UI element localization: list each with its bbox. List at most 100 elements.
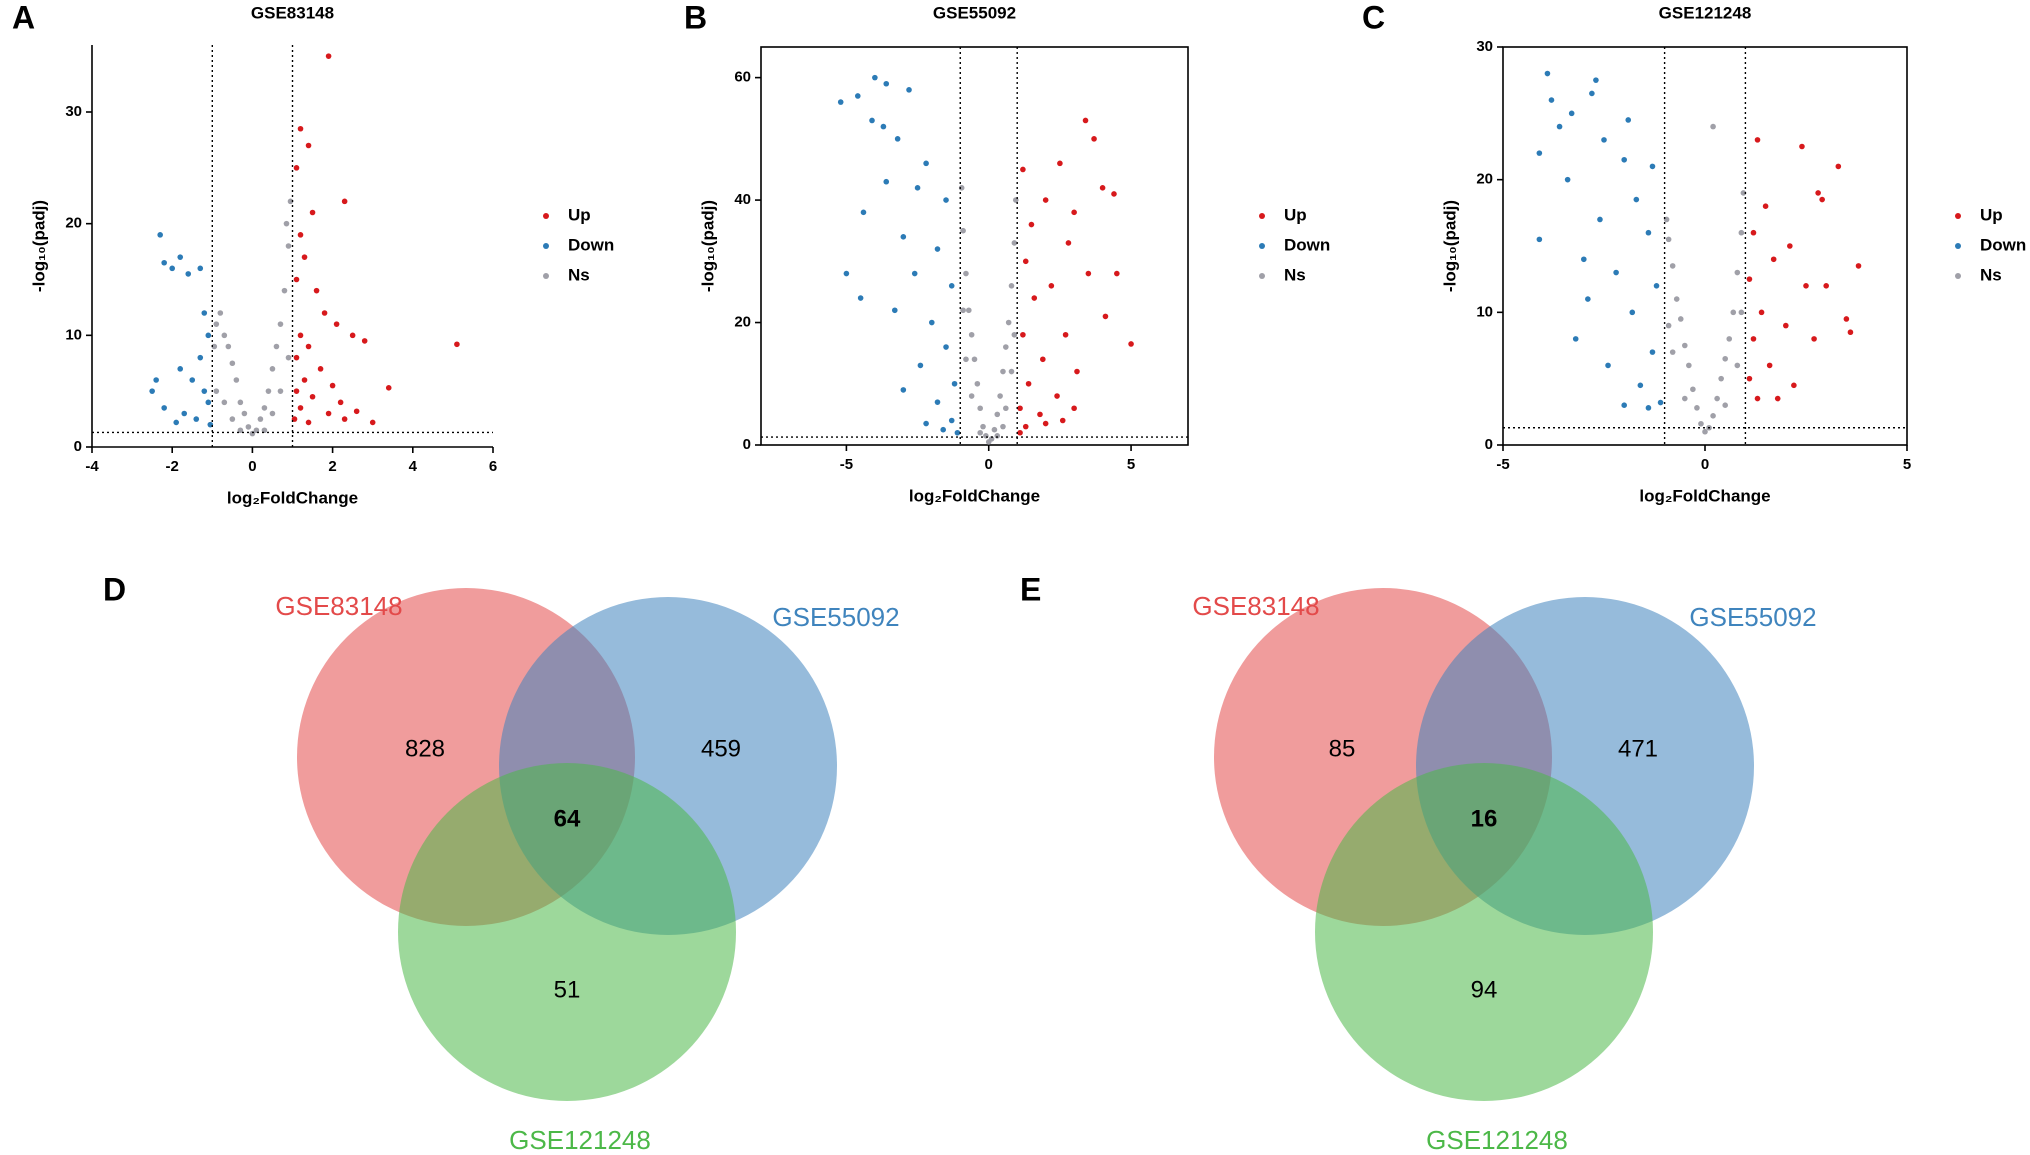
data-point xyxy=(297,405,304,411)
x-tick-label: -2 xyxy=(166,458,179,475)
data-point xyxy=(1734,269,1741,276)
y-tick-label: 20 xyxy=(1476,171,1493,188)
x-tick-label: -5 xyxy=(840,456,853,473)
y-tick-label: 60 xyxy=(734,69,751,86)
set-label: GSE121248 xyxy=(1426,1125,1568,1155)
data-point xyxy=(1694,405,1700,411)
data-point xyxy=(1593,77,1599,83)
data-point xyxy=(954,429,961,436)
data-point xyxy=(229,416,236,422)
data-point xyxy=(1048,283,1055,289)
data-point xyxy=(1669,263,1676,269)
data-point xyxy=(991,426,998,433)
data-point xyxy=(1673,296,1680,302)
data-point xyxy=(229,360,236,367)
y-tick-label: 10 xyxy=(1476,303,1493,320)
y-tick-label: 10 xyxy=(65,326,82,343)
data-point xyxy=(273,343,280,350)
data-point xyxy=(329,382,336,389)
data-point xyxy=(201,310,208,316)
data-point xyxy=(1548,97,1555,103)
data-point xyxy=(237,399,244,406)
data-point xyxy=(1730,309,1737,316)
y-tick-label: 0 xyxy=(743,436,751,453)
data-point xyxy=(349,332,356,339)
data-point xyxy=(1065,240,1072,246)
data-point xyxy=(1005,319,1012,326)
data-point xyxy=(161,405,167,411)
data-point xyxy=(297,125,304,132)
data-point xyxy=(1102,313,1109,320)
data-point xyxy=(1677,316,1684,322)
data-point xyxy=(153,377,159,383)
data-point xyxy=(1803,283,1809,289)
y-axis-label: -log₁₀(padj) xyxy=(698,200,717,292)
data-point xyxy=(914,185,921,191)
data-point xyxy=(293,388,300,394)
data-point xyxy=(1071,209,1077,216)
data-point xyxy=(305,142,312,149)
data-point xyxy=(1690,386,1696,393)
data-point xyxy=(911,270,918,277)
legend-marker xyxy=(1259,243,1265,249)
set-label: GSE83148 xyxy=(1192,591,1319,621)
data-point xyxy=(1601,137,1607,143)
data-point xyxy=(1003,405,1009,412)
data-point xyxy=(1682,395,1688,402)
data-point xyxy=(277,388,284,394)
data-point xyxy=(1738,229,1745,236)
data-point xyxy=(213,321,220,327)
data-point xyxy=(869,117,875,124)
data-point xyxy=(940,426,946,433)
legend-label: Ns xyxy=(568,265,590,284)
data-point xyxy=(917,362,924,369)
x-tick-label: 2 xyxy=(328,458,336,475)
data-point xyxy=(1597,216,1603,223)
data-point xyxy=(185,271,192,277)
chart-title: GSE55092 xyxy=(933,3,1016,22)
data-point xyxy=(900,234,907,240)
legend-label: Up xyxy=(568,205,591,224)
data-point xyxy=(261,405,268,411)
data-point xyxy=(1022,258,1029,265)
data-point xyxy=(277,321,284,327)
y-tick-label: 20 xyxy=(734,314,751,331)
set-label: GSE121248 xyxy=(509,1125,651,1155)
data-point xyxy=(181,410,188,417)
venn-diagram: D GSE83148 GSE55092 GSE121248 828 459 64 51 xyxy=(103,571,900,1154)
data-point xyxy=(285,354,292,361)
legend-marker xyxy=(1259,213,1265,219)
data-point xyxy=(891,307,898,314)
chart-title: GSE121248 xyxy=(1659,3,1752,22)
data-point xyxy=(1657,399,1664,406)
data-point xyxy=(1750,229,1757,236)
data-point xyxy=(1000,368,1006,375)
set-label: GSE55092 xyxy=(1689,602,1816,632)
data-point xyxy=(257,416,264,422)
data-point xyxy=(1564,176,1571,183)
data-point xyxy=(213,388,220,394)
data-point xyxy=(1017,405,1023,412)
data-point xyxy=(1536,150,1543,156)
data-point xyxy=(943,197,949,203)
data-point xyxy=(997,393,1003,399)
data-point xyxy=(1008,368,1015,375)
data-point xyxy=(1783,322,1789,329)
data-point xyxy=(269,366,276,372)
data-point xyxy=(1669,349,1676,355)
data-point xyxy=(1581,256,1587,263)
panel-label: A xyxy=(12,0,35,35)
data-point xyxy=(217,310,224,316)
data-point xyxy=(1843,316,1850,322)
data-point xyxy=(1003,344,1009,350)
data-point xyxy=(943,344,949,350)
data-point xyxy=(1621,156,1627,163)
data-point xyxy=(221,332,228,339)
legend-label: Down xyxy=(1284,235,1330,254)
y-tick-label: 30 xyxy=(65,103,82,120)
data-point xyxy=(906,87,912,93)
data-point xyxy=(353,408,360,415)
data-point xyxy=(1682,342,1688,349)
data-point xyxy=(305,419,312,426)
data-point xyxy=(309,209,316,216)
